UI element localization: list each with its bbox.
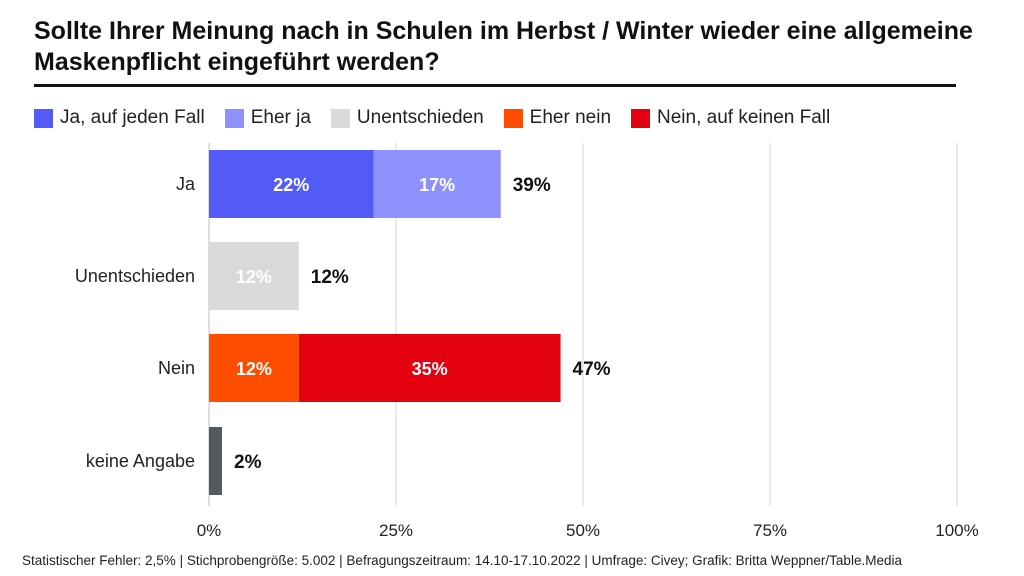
- legend-item-unentschieden: Unentschieden: [330, 107, 484, 129]
- legend-swatch: [34, 108, 53, 128]
- category-label-unentschieden: Unentschieden: [75, 266, 195, 286]
- x-tick-label: 0%: [197, 521, 222, 540]
- legend-item-eher-ja: Eher ja: [224, 107, 311, 129]
- legend-swatch: [503, 108, 523, 128]
- data-label: 22%: [273, 175, 309, 195]
- legend-label: Ja, auf jeden Fall: [60, 107, 205, 128]
- legend-item-eher-nein: Eher nein: [503, 107, 612, 129]
- legend-label: Nein, auf keinen Fall: [657, 107, 831, 128]
- total-label: 47%: [573, 359, 611, 380]
- data-label: 12%: [236, 267, 272, 287]
- bar-segment-ja-auf-jeden-fall: [209, 150, 374, 218]
- x-tick-label: 100%: [935, 521, 978, 540]
- chart-title: Sollte Ihrer Meinung nach in Schulen im …: [34, 17, 973, 76]
- category-label-nein: Nein: [158, 358, 195, 378]
- category-label-ja: Ja: [176, 174, 196, 194]
- legend-label: Unentschieden: [356, 107, 484, 128]
- data-label: 12%: [236, 359, 272, 379]
- total-label: 12%: [311, 267, 349, 288]
- x-tick-label: 75%: [753, 521, 787, 540]
- legend-item-ja-auf-jeden-fall: Ja, auf jeden Fall: [34, 107, 205, 129]
- chart-legend: Ja, auf jeden Fall Eher ja Unentschieden Eh…: [34, 105, 850, 131]
- bar-segment-nein-auf-keinen-fall: [298, 334, 561, 402]
- legend-label: Eher nein: [529, 107, 612, 128]
- total-label: 39%: [513, 175, 551, 196]
- bar-segment-eher-nein: [209, 334, 299, 402]
- bar-segment-keine-angabe: [209, 427, 222, 495]
- legend-label: Eher ja: [250, 107, 311, 128]
- category-label-keine-angabe: keine Angabe: [86, 451, 195, 471]
- title-divider: [34, 84, 956, 87]
- total-label: 2%: [234, 452, 262, 473]
- legend-item-nein-auf-keinen-fall: Nein, auf keinen Fall: [631, 107, 830, 129]
- data-label: 17%: [419, 175, 455, 195]
- data-label: 35%: [412, 359, 448, 379]
- legend-swatch: [224, 108, 244, 128]
- bar-segment-eher-ja: [373, 150, 501, 218]
- x-tick-label: 50%: [566, 521, 600, 540]
- legend-swatch: [330, 108, 350, 128]
- bar-segment-unentschieden: [209, 242, 299, 310]
- chart-footer: Statistischer Fehler: 2,5% | Stichproben…: [22, 553, 902, 568]
- legend-swatch: [631, 108, 651, 128]
- x-tick-label: 25%: [379, 521, 413, 540]
